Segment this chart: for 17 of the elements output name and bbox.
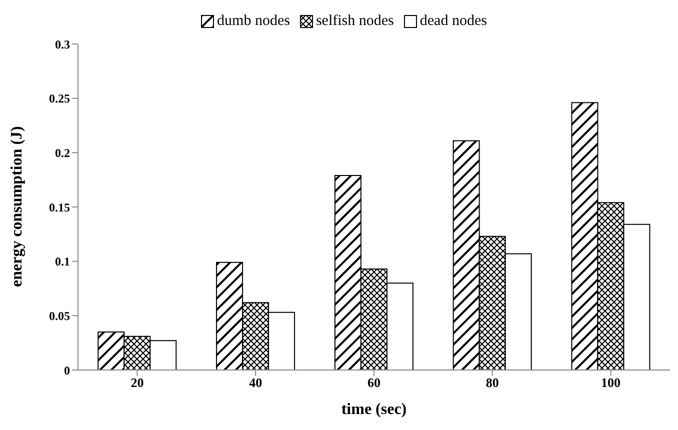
x-tick-label: 20 xyxy=(130,375,144,390)
y-axis-title: energy consumption (J) xyxy=(8,126,26,287)
y-tick-label: 0.25 xyxy=(49,92,70,106)
legend-label: dumb nodes xyxy=(217,13,290,30)
x-tick-label: 100 xyxy=(601,375,621,390)
y-tick-label: 0.1 xyxy=(55,254,70,269)
legend-label: dead nodes xyxy=(420,13,487,30)
y-tick-label: 0.15 xyxy=(49,200,70,214)
y-tick-label: 0 xyxy=(64,363,70,378)
x-tick-label: 40 xyxy=(249,375,262,390)
y-tick-label: 0.3 xyxy=(55,37,70,52)
legend-label: selfish nodes xyxy=(316,13,394,30)
x-tick-label: 80 xyxy=(486,375,499,390)
y-tick-label: 0.2 xyxy=(55,146,70,160)
y-tick-label: 0.05 xyxy=(49,308,70,323)
x-tick-label: 60 xyxy=(368,375,380,390)
x-axis-title: time (sec) xyxy=(341,401,407,418)
